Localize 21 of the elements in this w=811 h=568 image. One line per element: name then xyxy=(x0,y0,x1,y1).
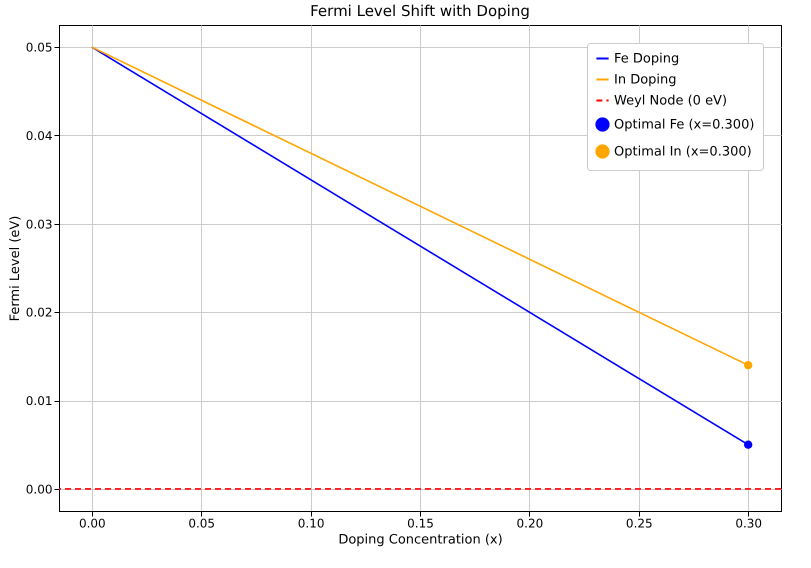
y-tick-label: 0.03 xyxy=(26,217,52,232)
y-axis-title: Fermi Level (eV) xyxy=(8,216,23,322)
x-tick-label: 0.20 xyxy=(516,516,544,530)
y-tick-label: 0.01 xyxy=(26,394,52,408)
x-tick-label: 0.10 xyxy=(298,516,324,530)
x-tick-label: 0.25 xyxy=(626,516,653,530)
y-tick-label: 0.02 xyxy=(26,306,52,320)
legend-label: Optimal Fe (x=0.300) xyxy=(614,118,754,132)
legend-label: Optimal In (x=0.300) xyxy=(614,144,752,160)
legend-label: In Doping xyxy=(614,72,677,88)
legend-label: Fe Doping xyxy=(614,52,680,66)
x-tick-label: 0.15 xyxy=(407,516,434,530)
legend-label: Weyl Node (0 eV) xyxy=(614,94,728,108)
y-tick-label: 0.04 xyxy=(26,128,52,143)
x-tick-label: 0.00 xyxy=(78,516,106,530)
x-tick-label: 0.30 xyxy=(735,516,762,530)
y-tick-label: 0.00 xyxy=(26,482,52,496)
chart-title: Fermi Level Shift with Doping xyxy=(310,2,530,20)
y-tick-label: 0.05 xyxy=(26,40,52,55)
x-axis-title: Doping Concentration (x) xyxy=(338,532,503,548)
x-tick-label: 0.05 xyxy=(188,516,216,530)
